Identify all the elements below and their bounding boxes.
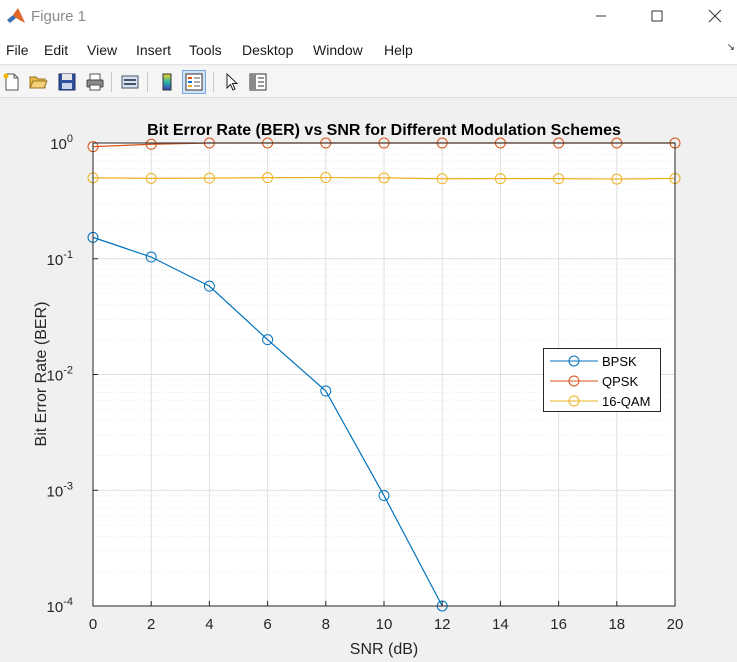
property-editor-button[interactable]	[246, 70, 270, 94]
toolbar-separator	[147, 72, 148, 92]
data-point-16qam	[262, 172, 274, 184]
property-editor-icon	[249, 73, 267, 91]
y-axis-label: Bit Error Rate (BER)	[33, 302, 50, 447]
x-tick-label: 18	[608, 616, 625, 633]
menu-insert[interactable]: Insert	[136, 42, 172, 58]
window-title: Figure 1	[31, 8, 87, 25]
dock-arrow-icon[interactable]: ↘	[726, 42, 735, 53]
x-tick-label: 14	[492, 616, 509, 633]
legend[interactable]: BPSK QPSK 16-QAM	[543, 348, 661, 412]
maximize-icon	[651, 10, 663, 22]
menu-view[interactable]: View	[87, 42, 118, 58]
data-point-bpsk	[203, 280, 215, 292]
legend-swatch-qpsk	[550, 375, 598, 387]
legend-entry-16qam: 16-QAM	[544, 391, 662, 411]
data-point-16qam	[611, 173, 623, 185]
toolbar-separator	[111, 72, 112, 92]
menu-file[interactable]: File	[6, 42, 29, 58]
menu-bar: File Edit View Insert Tools Desktop Wind…	[0, 34, 737, 65]
x-axis-label: SNR (dB)	[350, 641, 418, 658]
data-point-16qam	[494, 173, 506, 185]
new-figure-button[interactable]	[0, 70, 24, 94]
pointer-icon	[226, 72, 239, 91]
data-point-qpsk	[145, 138, 157, 150]
x-tick-label: 12	[434, 616, 451, 633]
matlab-logo-icon	[7, 8, 25, 23]
x-tick-label: 8	[322, 616, 330, 633]
series-line-16qam	[92, 176, 676, 180]
new-figure-icon	[3, 73, 19, 91]
colorbar-icon	[162, 73, 172, 91]
open-icon	[29, 76, 48, 89]
chart-title: Bit Error Rate (BER) vs SNR for Differen…	[147, 122, 621, 139]
data-point-16qam	[436, 173, 448, 185]
x-tick-label: 20	[667, 616, 684, 633]
figure-toolbar	[0, 66, 737, 98]
y-tick-label: 100	[50, 133, 73, 153]
print-icon	[86, 73, 104, 91]
open-button[interactable]	[26, 70, 50, 94]
maximize-button[interactable]	[634, 0, 680, 32]
data-point-bpsk	[262, 334, 274, 346]
legend-swatch-bpsk	[550, 355, 598, 367]
x-tick-label: 2	[147, 616, 155, 633]
legend-button[interactable]	[182, 70, 206, 94]
title-bar: Figure 1	[0, 0, 737, 34]
axis-ticks: 10-4 10-3 10-2 10-1 100 0 2 4 6 8 10 12 14 16 18 20	[47, 133, 684, 633]
legend-label-bpsk: BPSK	[602, 354, 637, 369]
data-point-bpsk	[378, 490, 390, 502]
y-tick-label: 10-4	[47, 596, 73, 616]
close-icon	[708, 9, 722, 23]
data-point-16qam	[320, 172, 332, 184]
data-point-16qam	[553, 173, 565, 185]
menu-tools[interactable]: Tools	[189, 42, 222, 58]
series-line-bpsk	[92, 236, 443, 607]
y-tick-label: 10-3	[47, 480, 73, 500]
figure-canvas: 10-4 10-3 10-2 10-1 100 0 2 4 6 8 10 12 14 16 18 20 Bit…	[0, 99, 737, 662]
menu-help[interactable]: Help	[384, 42, 413, 58]
pointer-button[interactable]	[220, 70, 244, 94]
x-tick-label: 16	[550, 616, 567, 633]
save-button[interactable]	[55, 70, 79, 94]
legend-entry-qpsk: QPSK	[544, 371, 662, 391]
menu-desktop[interactable]: Desktop	[242, 42, 294, 58]
data-point-16qam	[145, 172, 157, 184]
data-point-16qam	[378, 172, 390, 184]
x-tick-label: 4	[205, 616, 213, 633]
y-tick-label: 10-2	[47, 365, 73, 385]
legend-entry-bpsk: BPSK	[544, 351, 662, 371]
y-tick-label: 10-1	[47, 249, 73, 269]
menu-window[interactable]: Window	[313, 42, 363, 58]
x-tick-label: 0	[89, 616, 97, 633]
toolbar-separator	[213, 72, 214, 92]
minimize-icon	[596, 15, 606, 17]
colorbar-button[interactable]	[155, 70, 179, 94]
minimize-button[interactable]	[578, 0, 624, 32]
x-tick-label: 10	[376, 616, 393, 633]
data-point-16qam	[203, 172, 215, 184]
save-icon	[58, 73, 76, 91]
grid-lines	[92, 142, 676, 607]
x-tick-label: 6	[263, 616, 271, 633]
legend-label-16qam: 16-QAM	[602, 394, 651, 409]
data-point-bpsk	[145, 251, 157, 263]
print-button[interactable]	[83, 70, 107, 94]
menu-edit[interactable]: Edit	[44, 42, 69, 58]
close-button[interactable]	[692, 0, 737, 32]
data-point-bpsk	[320, 385, 332, 397]
link-plot-icon	[121, 75, 139, 89]
legend-icon	[185, 73, 203, 91]
legend-label-qpsk: QPSK	[602, 374, 639, 389]
legend-swatch-16qam	[550, 395, 598, 407]
link-plot-button[interactable]	[118, 70, 142, 94]
